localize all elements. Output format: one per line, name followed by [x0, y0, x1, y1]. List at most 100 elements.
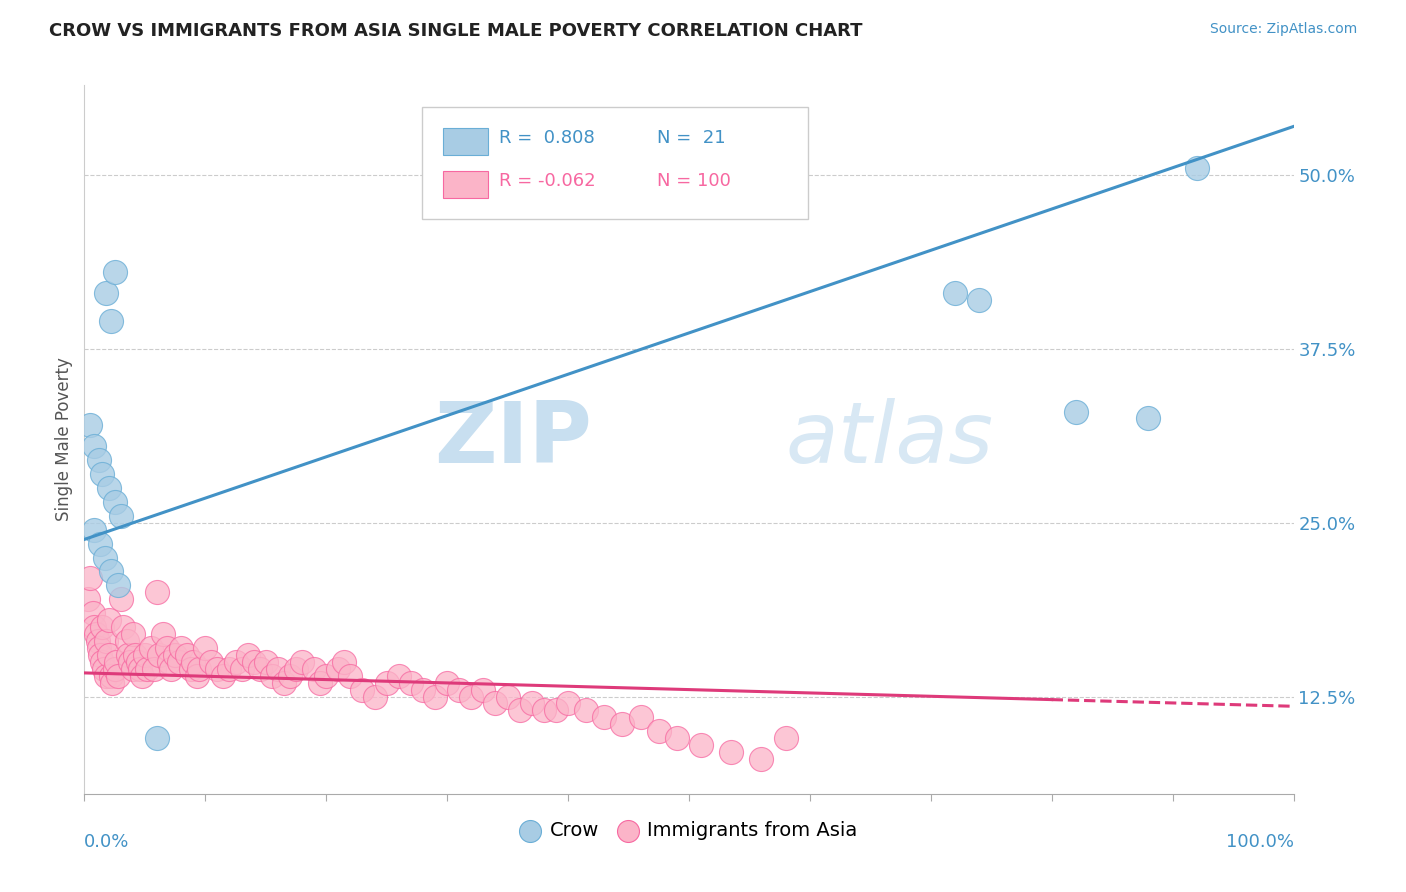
Point — [533, 703, 555, 717]
Point — [218, 662, 240, 676]
Point — [100, 669, 122, 683]
Point — [93, 662, 115, 676]
Point — [412, 682, 434, 697]
Point — [152, 627, 174, 641]
Point — [97, 648, 120, 662]
Point — [472, 682, 495, 697]
Point — [134, 648, 156, 662]
Text: 0.0%: 0.0% — [84, 833, 129, 851]
Point — [557, 697, 579, 711]
Point — [612, 717, 634, 731]
Point — [129, 662, 152, 676]
Point — [124, 648, 146, 662]
Point — [260, 669, 283, 683]
Point — [315, 669, 337, 683]
Point — [157, 655, 180, 669]
Point — [100, 314, 122, 328]
Point — [291, 655, 314, 669]
Point — [188, 662, 211, 676]
Point — [86, 634, 108, 648]
Point — [484, 697, 506, 711]
Point — [107, 578, 129, 592]
Point — [94, 550, 117, 565]
Point — [449, 682, 471, 697]
Point — [352, 682, 374, 697]
Point — [110, 592, 132, 607]
Point — [77, 592, 100, 607]
Text: ZIP: ZIP — [434, 398, 592, 481]
Point — [339, 669, 361, 683]
Text: N = 100: N = 100 — [657, 172, 731, 190]
Text: N =  21: N = 21 — [657, 129, 725, 147]
Point — [509, 703, 531, 717]
Point — [83, 523, 105, 537]
Point — [79, 418, 101, 433]
Point — [593, 710, 616, 724]
Point — [775, 731, 797, 746]
Point — [328, 662, 350, 676]
Point — [87, 640, 110, 655]
Point — [648, 724, 671, 739]
Point — [575, 703, 598, 717]
Point — [117, 648, 139, 662]
Point — [333, 655, 356, 669]
Point — [97, 481, 120, 495]
Point — [1064, 404, 1087, 418]
Point — [121, 662, 143, 676]
Point — [496, 690, 519, 704]
Point — [460, 690, 482, 704]
Point — [94, 634, 117, 648]
Text: R = -0.062: R = -0.062 — [499, 172, 596, 190]
Point — [278, 669, 301, 683]
Point — [148, 648, 170, 662]
Point — [375, 675, 398, 690]
Point — [212, 669, 235, 683]
Point — [1137, 411, 1160, 425]
Point — [112, 620, 135, 634]
Point — [146, 585, 169, 599]
Point — [94, 669, 117, 683]
Point — [267, 662, 290, 676]
Point — [94, 286, 117, 301]
Point — [399, 675, 422, 690]
Point — [165, 648, 187, 662]
Point — [89, 648, 111, 662]
Point — [91, 655, 114, 669]
Point — [180, 662, 202, 676]
Point — [101, 675, 124, 690]
Point — [207, 662, 229, 676]
Point — [194, 640, 217, 655]
Point — [82, 606, 104, 620]
Point — [155, 640, 177, 655]
Point — [131, 669, 153, 683]
Point — [423, 690, 446, 704]
Point — [186, 669, 208, 683]
Point — [231, 662, 253, 676]
Text: R =  0.808: R = 0.808 — [499, 129, 595, 147]
Point — [167, 655, 190, 669]
Point — [107, 669, 129, 683]
Point — [181, 655, 204, 669]
Point — [388, 669, 411, 683]
Point — [630, 710, 652, 724]
Point — [160, 662, 183, 676]
Point — [83, 620, 105, 634]
Point — [110, 508, 132, 523]
Point — [91, 620, 114, 634]
Point — [115, 634, 138, 648]
Point — [236, 648, 259, 662]
Legend: Crow, Immigrants from Asia: Crow, Immigrants from Asia — [512, 814, 866, 848]
Point — [520, 697, 543, 711]
Point — [100, 565, 122, 579]
Point — [309, 675, 332, 690]
Point — [242, 655, 264, 669]
Point — [200, 655, 222, 669]
Point — [176, 648, 198, 662]
Point — [120, 655, 142, 669]
Point — [104, 655, 127, 669]
Point — [302, 662, 325, 676]
Point — [720, 745, 742, 759]
Text: 100.0%: 100.0% — [1226, 833, 1294, 851]
Point — [544, 703, 567, 717]
Point — [83, 439, 105, 453]
